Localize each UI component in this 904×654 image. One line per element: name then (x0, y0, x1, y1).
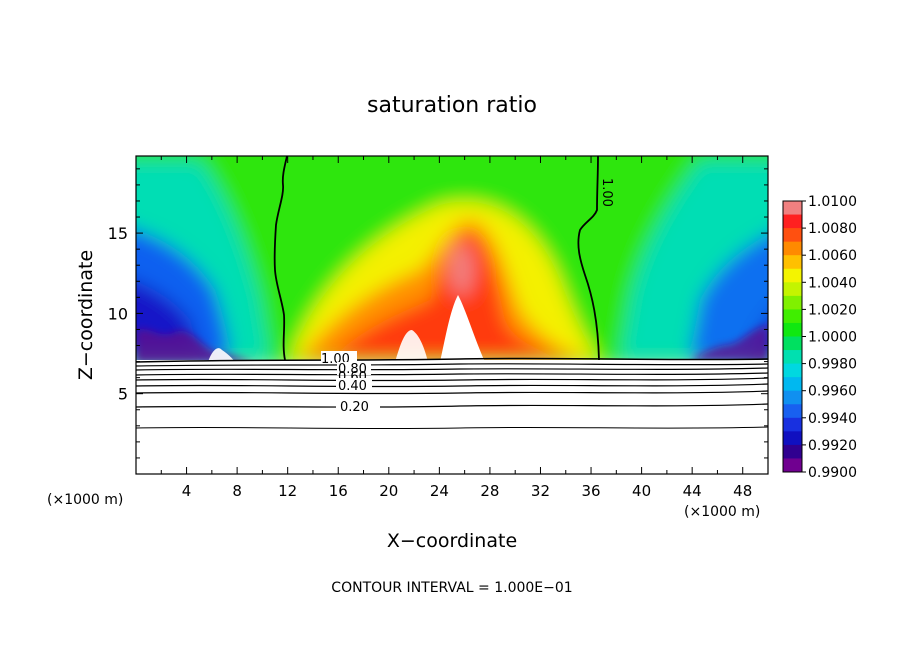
contour-label-5: 0.40 (338, 379, 367, 394)
x-tick-label: 44 (683, 482, 702, 500)
colorbar-label: 1.0020 (808, 302, 857, 318)
colorbar-label: 1.0080 (808, 221, 857, 237)
colorbar-swatch (783, 255, 802, 270)
colorbar-label: 0.9900 (808, 465, 857, 481)
colorbar-swatch (783, 268, 802, 283)
colorbar-swatch (783, 390, 802, 405)
x-tick-label: 32 (531, 482, 550, 500)
plot-area (136, 156, 768, 474)
colorbar-swatch (783, 363, 802, 378)
field-white-notch-b (395, 330, 428, 362)
colorbar: 1.0100 1.0080 1.0060 1.0040 1.0020 1.0000 0.99… (782, 194, 857, 481)
x-tick-label: 28 (480, 482, 499, 500)
contour-label-3: 0.80 (338, 362, 367, 377)
y-tick-label: 15 (108, 224, 128, 243)
colorbar-label: 1.0100 (808, 194, 857, 210)
colorbar-swatch (783, 458, 802, 473)
colorbar-swatch (783, 377, 802, 392)
colorbar-swatch (783, 295, 802, 310)
field-pink-core (450, 244, 474, 296)
colorbar-swatch (783, 241, 802, 256)
plot-frame (135, 155, 769, 475)
colorbar-swatch (783, 201, 802, 216)
colorbar-swatch (783, 322, 802, 337)
contour-label-6: 0.20 (340, 400, 369, 415)
colorbar-swatch (783, 214, 802, 229)
field-right-blue (690, 234, 768, 360)
colorbar-label: 0.9920 (808, 438, 857, 454)
x-axis-label: X−coordinate (387, 530, 517, 552)
x-tick-label: 8 (232, 482, 242, 500)
colorbar-swatch (783, 282, 802, 297)
y-tick-label: 10 (108, 304, 128, 323)
x-tick-label: 48 (733, 482, 752, 500)
x-tick-label: 40 (632, 482, 651, 500)
y-tick-label: 5 (118, 385, 128, 404)
colorbar-label: 0.9980 (808, 357, 857, 373)
x-tick-label: 16 (329, 482, 348, 500)
colorbar-swatch (783, 228, 802, 243)
colorbar-swatch (783, 444, 802, 459)
x-tick-label: 4 (182, 482, 192, 500)
colorbar-label: 0.9940 (808, 411, 857, 427)
x-tick-label: 24 (430, 482, 449, 500)
horizontal-contours (136, 357, 768, 430)
x-tick-label: 12 (278, 482, 297, 500)
field-white-notch-c (208, 348, 235, 362)
x-tick-label: 20 (379, 482, 398, 500)
colorbar-swatch (783, 404, 802, 419)
contour-interval-note: CONTOUR INTERVAL = 1.000E−01 (331, 580, 572, 596)
x-unit-left: (×1000 m) (47, 492, 123, 508)
colorbar-swatch (783, 350, 802, 365)
field-red-plume (330, 232, 580, 360)
field-white-notch-a (440, 295, 485, 362)
x-tick-label: 36 (581, 482, 600, 500)
contour-label-2: 1.00 (599, 178, 614, 207)
x-axis: 4 8 12 16 20 24 28 32 36 40 44 48 (160, 156, 752, 500)
colorbar-label: 0.9960 (808, 384, 857, 400)
y-axis-label: Z−coordinate (75, 250, 97, 380)
contour-line-right (577, 156, 600, 361)
colorbar-swatch (783, 431, 802, 446)
chart-title: saturation ratio (367, 93, 537, 118)
colorbar-label: 1.0000 (808, 330, 857, 346)
colorbar-swatch (783, 336, 802, 351)
colorbar-swatch (783, 417, 802, 432)
colorbar-label: 1.0060 (808, 248, 857, 264)
colorbar-swatch (783, 309, 802, 324)
x-unit-right: (×1000 m) (684, 504, 760, 520)
contour-line-left (273, 156, 288, 361)
y-axis: 5 10 15 (108, 168, 768, 459)
colorbar-label: 1.0040 (808, 275, 857, 291)
